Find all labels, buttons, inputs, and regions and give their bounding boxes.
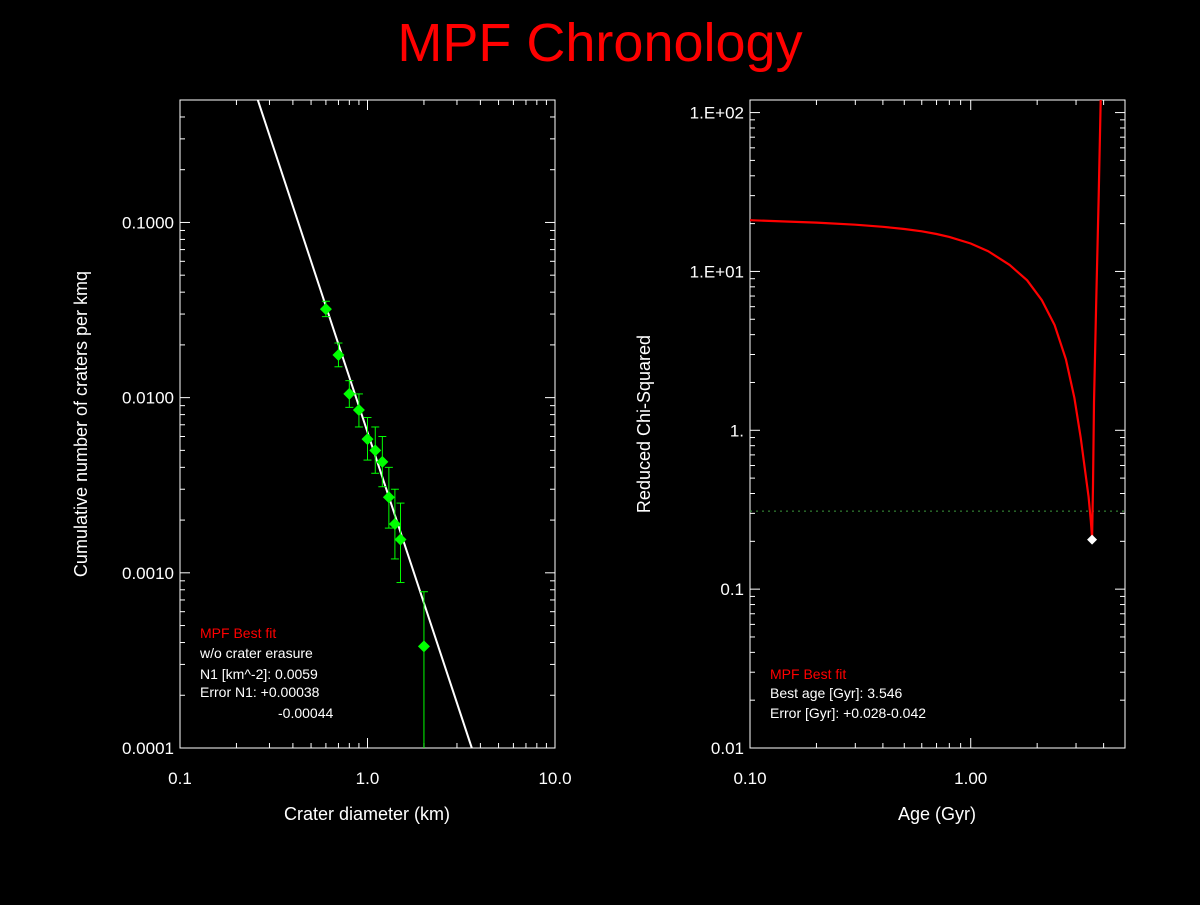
right-annotation-error: Error [Gyr]: +0.028-0.042	[770, 705, 926, 721]
data-point	[417, 640, 430, 653]
data-point	[361, 433, 374, 446]
right-annotation-title: MPF Best fit	[770, 666, 846, 682]
data-points-group	[319, 300, 430, 748]
left-annotation-line2: w/o crater erasure	[199, 645, 313, 661]
fit-line	[256, 99, 473, 749]
left-annotation-title: MPF Best fit	[200, 625, 276, 641]
right-x-tick-label: 0.10	[733, 769, 766, 788]
left-x-axis-label: Crater diameter (km)	[284, 804, 450, 824]
left-y-tick-label: 0.0001	[122, 739, 174, 758]
right-y-tick-label: 0.01	[711, 739, 744, 758]
right-y-tick-label: 0.1	[720, 580, 744, 599]
right-y-tick-label: 1.	[730, 421, 744, 440]
left-annotation-error-minus: -0.00044	[278, 705, 333, 721]
data-point	[352, 403, 365, 416]
right-x-axis-label: Age (Gyr)	[898, 804, 976, 824]
chi-squared-curve	[749, 99, 1102, 539]
crater-sfd-panel: 0.1 1.0 10.0 0.0001 0.0010 0.0100 0.1000 Crate…	[71, 99, 572, 824]
data-point	[388, 517, 401, 530]
left-y-tick-label: 0.0010	[122, 564, 174, 583]
right-plot-frame	[749, 99, 1126, 749]
right-axis-ticks: 0.10 1.00 0.01 0.1 1. 1.E+01 1.E+02	[690, 100, 1126, 788]
right-y-tick-label: 1.E+02	[690, 104, 744, 123]
data-point	[394, 533, 407, 546]
data-point	[343, 387, 356, 400]
data-point	[376, 455, 389, 468]
left-y-tick-label: 0.0100	[122, 389, 174, 408]
data-point	[369, 444, 382, 457]
left-y-axis-label: Cumulative number of craters per kmq	[71, 271, 91, 577]
right-y-axis-label: Reduced Chi-Squared	[634, 335, 654, 513]
left-annotation-n1: N1 [km^-2]: 0.0059	[200, 666, 318, 682]
left-axis-ticks: 0.1 1.0 10.0 0.0001 0.0010 0.0100 0.1000	[122, 99, 572, 788]
right-y-tick-label: 1.E+01	[690, 262, 744, 281]
chi-curve-group	[749, 99, 1125, 545]
left-annotation-error-plus: Error N1: +0.00038	[200, 684, 320, 700]
chart-title: MPF Chronology	[397, 13, 802, 73]
left-y-tick-label: 0.1000	[122, 213, 174, 232]
right-x-tick-label: 1.00	[954, 769, 987, 788]
data-point	[332, 349, 345, 362]
fit-line-group	[256, 99, 473, 749]
data-point	[382, 491, 395, 504]
left-x-tick-label: 10.0	[538, 769, 571, 788]
chi-squared-panel: 0.10 1.000.010.11.1.E+011.E+02 Age (Gyr) …	[634, 99, 1126, 824]
right-annotation-best-age: Best age [Gyr]: 3.546	[770, 685, 903, 701]
best-fit-point	[1087, 534, 1098, 545]
left-x-tick-label: 0.1	[168, 769, 192, 788]
left-x-tick-label: 1.0	[356, 769, 380, 788]
data-point	[319, 303, 332, 316]
